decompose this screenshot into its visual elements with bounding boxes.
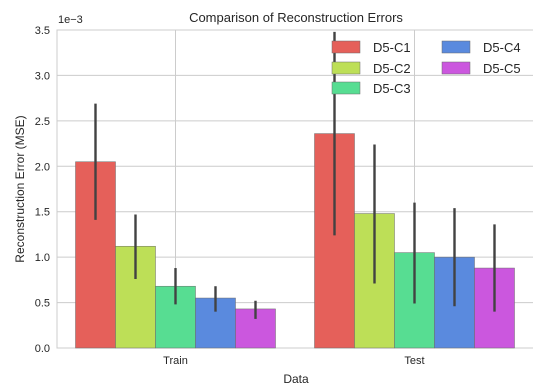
y-tick-label: 2.5 — [35, 116, 50, 128]
legend-swatch-d5-c4 — [441, 40, 471, 54]
y-tick-label: 2.0 — [35, 161, 50, 173]
plot-area: 0.0 0.5 1.0 1.5 2.0 2.5 3.0 3.5 Train Test D5-C1 D5… — [35, 25, 533, 367]
legend-label-d5-c1: D5-C1 — [373, 40, 411, 55]
y-tick-label: 1.0 — [35, 252, 50, 264]
y-tick-label: 1.5 — [35, 207, 50, 219]
x-axis-label: Data — [283, 372, 309, 384]
y-tick-label: 3.0 — [35, 70, 50, 82]
legend-swatch-d5-c3 — [331, 81, 361, 95]
y-tick-label: 0.5 — [35, 298, 50, 310]
legend-label-d5-c2: D5-C2 — [373, 61, 411, 76]
legend-label-d5-c4: D5-C4 — [483, 40, 521, 55]
legend-swatch-d5-c1 — [331, 40, 361, 54]
x-tick-label-test: Test — [404, 355, 424, 367]
legend-label-d5-c5: D5-C5 — [483, 61, 521, 76]
y-tick-label: 0.0 — [35, 343, 50, 355]
y-axis-label: Reconstruction Error (MSE) — [13, 115, 27, 262]
y-tick-label: 3.5 — [35, 25, 50, 37]
chart-title: Comparison of Reconstruction Errors — [189, 10, 403, 25]
x-tick-label-train: Train — [163, 355, 188, 367]
legend-swatch-d5-c2 — [331, 61, 361, 75]
legend-label-d5-c3: D5-C3 — [373, 81, 411, 96]
legend-swatch-d5-c5 — [441, 61, 471, 75]
y-offset-label: 1e−3 — [58, 14, 83, 26]
